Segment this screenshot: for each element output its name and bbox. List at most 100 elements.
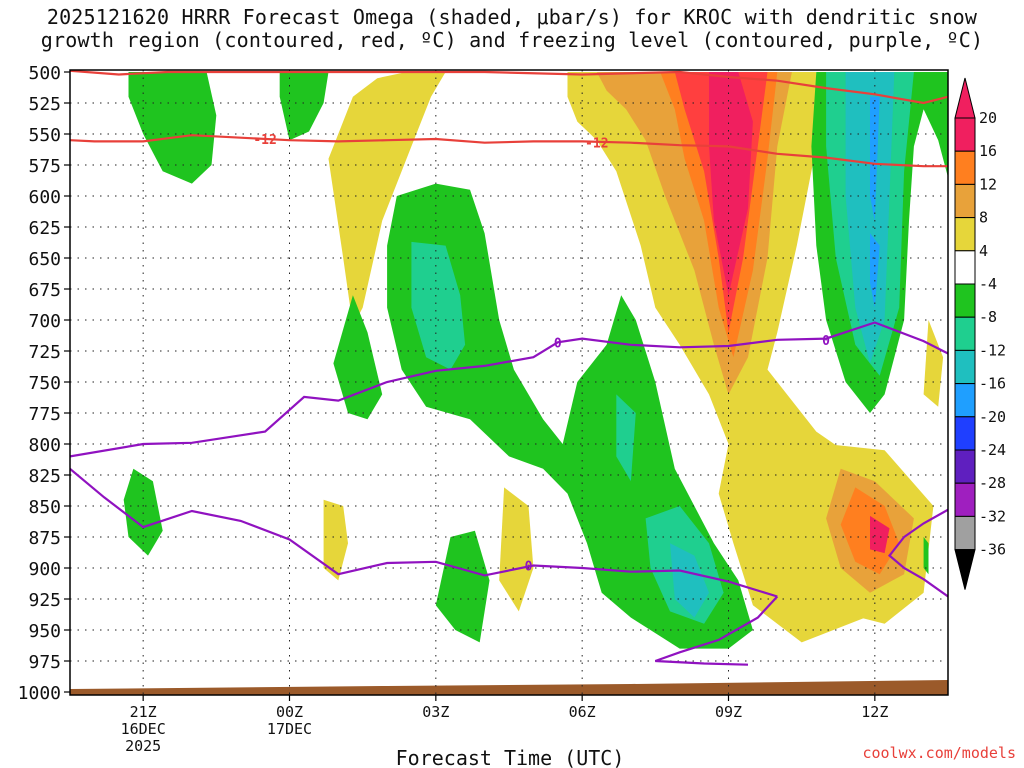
contour-freezing-level-right: [887, 508, 948, 598]
colorbar-swatch-7: [954, 349, 976, 385]
x-axis-label: Forecast Time (UTC): [396, 746, 625, 768]
y-tick-label-950: 950: [28, 621, 61, 642]
colorbar-swatch-0: [954, 117, 976, 152]
y-tick-label-850: 850: [28, 497, 61, 518]
x-tick-label-15-0: 12Z: [861, 703, 888, 721]
y-tick-label-1000: 1000: [18, 683, 61, 704]
colorbar-label-5: -4: [979, 275, 997, 293]
omega-region-pos-magenta: [709, 72, 753, 296]
contour-freezing-level-upper: [70, 321, 948, 458]
omega-region-neg-small-low-left: [123, 468, 163, 556]
y-axis: 500 525 550 575 600 625 650 675 700 725 750 775 800 8…: [18, 63, 70, 704]
colorbar-label-6: -8: [979, 308, 997, 326]
colorbar-swatch-12: [954, 515, 976, 551]
contour-dendritic-12C-upper: [70, 70, 948, 105]
contour-dendritic-12C: [70, 134, 948, 168]
colorbar-label-9: -20: [979, 408, 1006, 426]
y-tick-label-800: 800: [28, 435, 61, 456]
x-tick-label-9-0: 06Z: [569, 703, 596, 721]
y-tick-label-675: 675: [28, 280, 61, 301]
colorbar-swatch-11: [954, 482, 976, 517]
colorbar-label-3: 8: [979, 209, 988, 227]
colorbar-label-12: -32: [979, 507, 1006, 525]
x-tick-label-3-0: 00Z: [276, 703, 303, 721]
contour-freezing-level-lower: [70, 467, 778, 598]
contour-lines: -12 -12 0 0 0: [70, 70, 948, 666]
y-tick-label-975: 975: [28, 652, 61, 673]
omega-region-neg-upper-left: [128, 72, 217, 184]
colorbar-label-2: 12: [979, 175, 997, 193]
omega-region-pos-upper-mid: [328, 72, 446, 327]
chart-title: 2025121620 HRRR Forecast Omega (shaded, …: [0, 6, 1024, 52]
y-tick-label-750: 750: [28, 373, 61, 394]
contour-freezing-level-tail: [654, 595, 779, 666]
omega-region-neg-right-blue2: [870, 233, 880, 308]
contour-label-0-a: 0: [554, 336, 562, 351]
y-tick-label-625: 625: [28, 218, 61, 239]
x-tick-label-3-1: 17DEC: [267, 720, 312, 738]
colorbar-label-0: 20: [979, 109, 997, 127]
omega-region-pos-small-mid: [499, 487, 534, 612]
ground-terrain: [70, 680, 948, 695]
colorbar-swatch-6: [954, 316, 976, 351]
colorbar-label-1: 16: [979, 142, 997, 160]
colorbar-swatch-9: [954, 416, 976, 451]
omega-region-neg-right-cyan: [845, 72, 895, 364]
colorbar-label-13: -36: [979, 541, 1006, 559]
colorbar-label-8: -16: [979, 375, 1006, 393]
y-tick-label-600: 600: [28, 187, 61, 208]
omega-region-neg-mid-teal-small: [616, 394, 636, 482]
y-tick-label-500: 500: [28, 63, 61, 84]
omega-region-neg-upper-midleft: [279, 72, 329, 141]
y-tick-label-925: 925: [28, 590, 61, 611]
credit-text: coolwx.com/models: [862, 744, 1016, 762]
colorbar-label-10: -24: [979, 441, 1006, 459]
colorbar: 20 16 12 8 4 -4 -8 -12 -16 -20 -24 -28 -32 -36: [954, 77, 1006, 590]
colorbar-swatch-2: [954, 183, 976, 219]
omega-region-neg-mid-teal: [411, 241, 466, 370]
y-tick-label-650: 650: [28, 249, 61, 270]
colorbar-label-7: -12: [979, 341, 1006, 359]
y-tick-label-825: 825: [28, 466, 61, 487]
y-tick-label-775: 775: [28, 404, 61, 425]
colorbar-swatch-1: [954, 150, 976, 185]
y-tick-label-725: 725: [28, 342, 61, 363]
omega-shading: [123, 72, 948, 649]
x-tick-label-0-2: 2025: [125, 737, 161, 755]
y-tick-label-550: 550: [28, 125, 61, 146]
colorbar-swatch-8: [954, 383, 976, 418]
colorbar-swatch-3: [954, 217, 976, 252]
x-tick-label-6-0: 03Z: [422, 703, 449, 721]
x-tick-label-12-0: 09Z: [715, 703, 742, 721]
omega-region-pos-small-right: [923, 320, 944, 407]
omega-region-neg-right-edge-green: [923, 72, 948, 147]
colorbar-label-11: -28: [979, 474, 1006, 492]
x-tick-label-0-0: 21Z: [130, 703, 157, 721]
x-tick-label-0-1: 16DEC: [121, 720, 166, 738]
title-line-1: 2025121620 HRRR Forecast Omega (shaded, …: [46, 5, 978, 29]
colorbar-swatch-10: [954, 449, 976, 484]
colorbar-swatch-4: [954, 250, 976, 285]
colorbar-bottom-arrow: [954, 549, 976, 590]
ground-fill: [70, 680, 948, 695]
title-line-2: growth region (contoured, red, ºC) and f…: [40, 28, 984, 52]
contour-label-m12-b: -12: [585, 137, 608, 152]
colorbar-top-arrow: [954, 77, 976, 119]
y-tick-label-900: 900: [28, 559, 61, 580]
y-tick-label-700: 700: [28, 311, 61, 332]
y-tick-label-525: 525: [28, 94, 61, 115]
y-tick-label-875: 875: [28, 528, 61, 549]
omega-region-neg-small-low-mid: [435, 530, 490, 643]
colorbar-label-4: 4: [979, 242, 988, 260]
contour-label-0-b: 0: [822, 334, 830, 349]
omega-region-neg-right-blue: [870, 96, 880, 221]
contour-label-0-c: 0: [525, 560, 533, 575]
contour-label-m12-a: -12: [253, 133, 276, 148]
omega-region-neg-tiny-right: [923, 537, 929, 575]
colorbar-swatch-5: [954, 283, 976, 318]
y-tick-label-575: 575: [28, 156, 61, 177]
omega-region-neg-mid-cyan-low: [670, 543, 709, 618]
omega-region-pos-small-left: [323, 499, 348, 581]
